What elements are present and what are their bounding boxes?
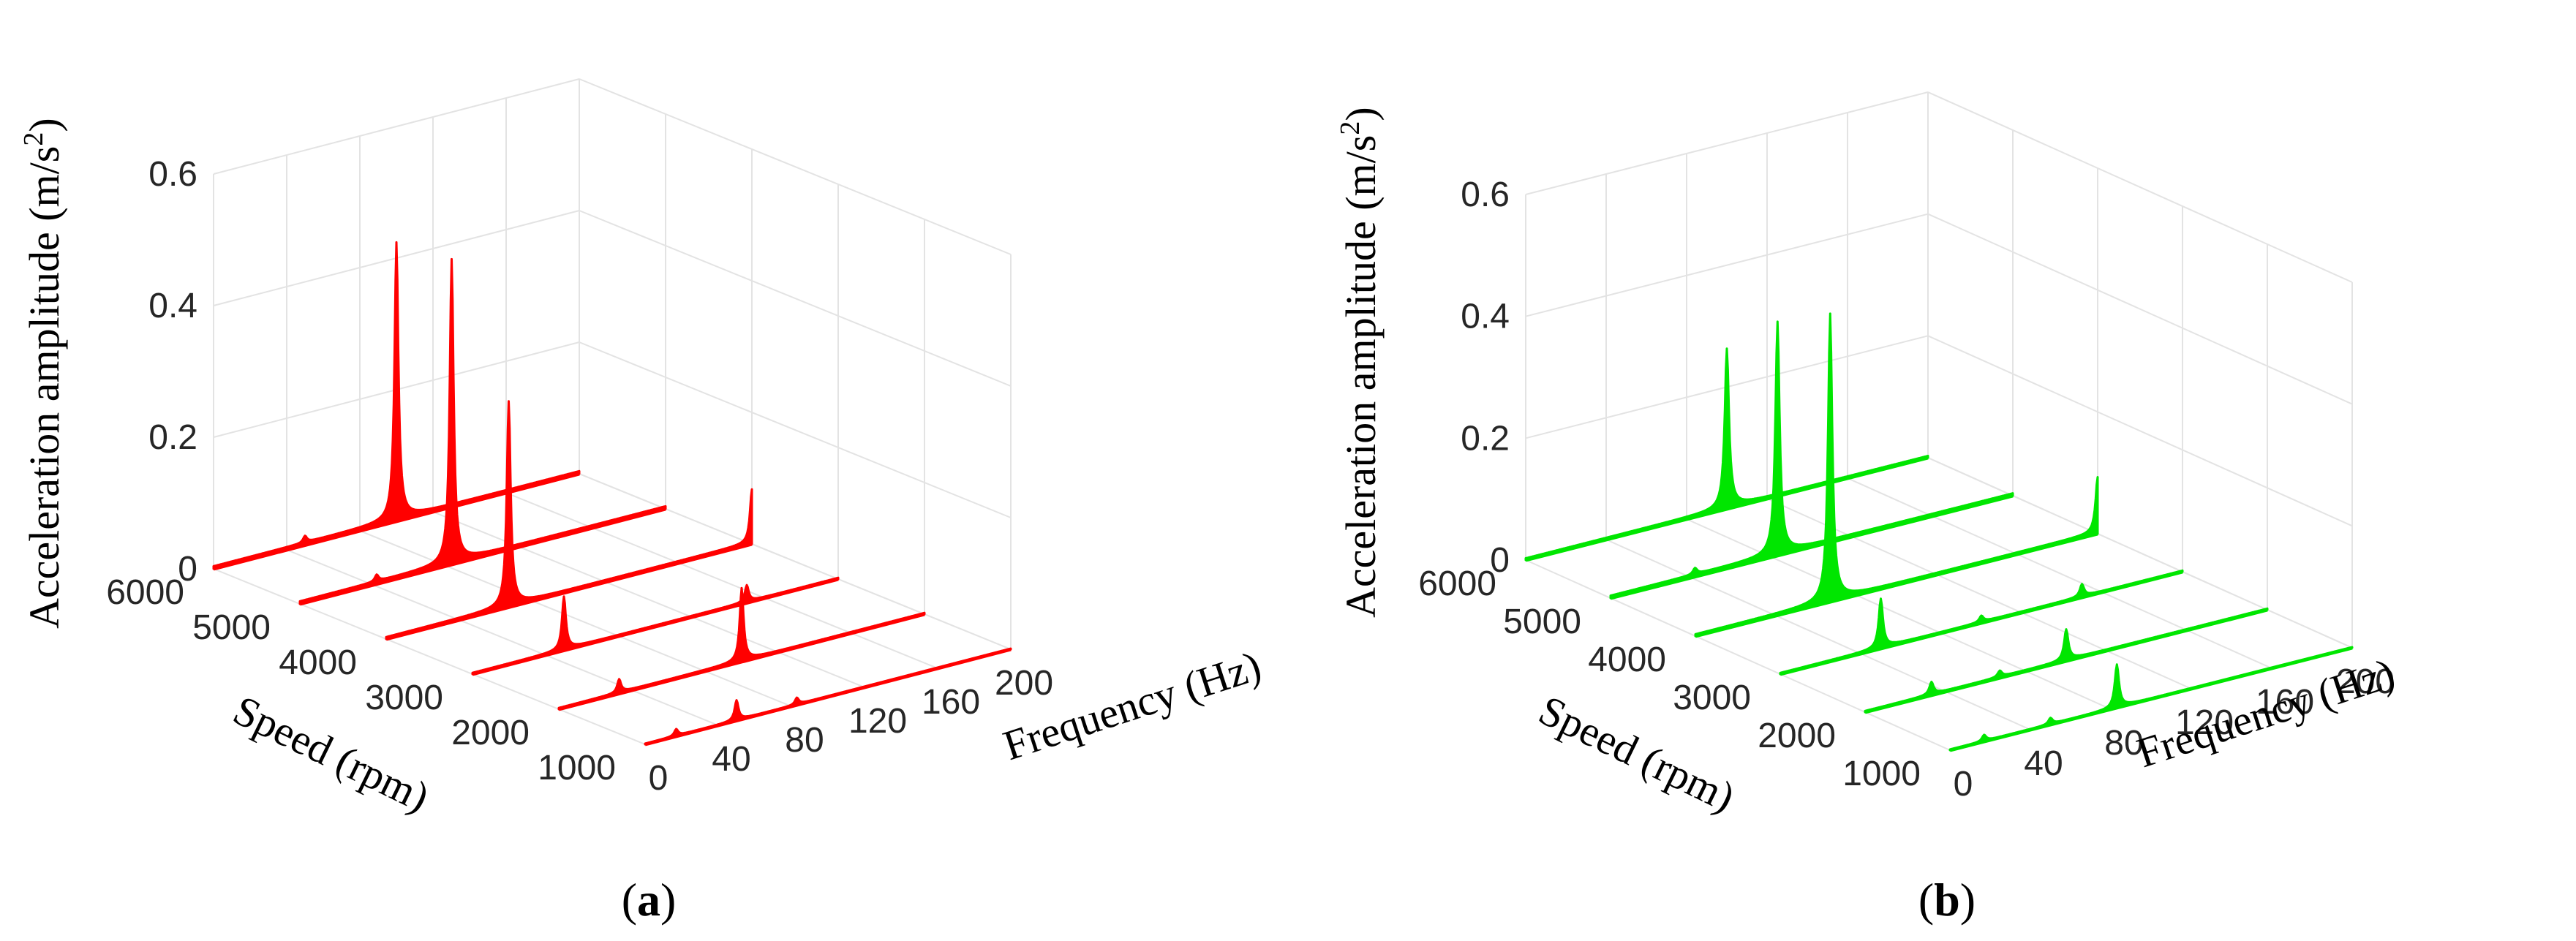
panel-b-frequency-tick-label: 80 — [2104, 724, 2143, 763]
panel-a-gridline-floor-f — [579, 473, 1012, 650]
panel-b-baseline-5000 — [1610, 494, 2014, 600]
panel-a-speed-tick-label: 2000 — [451, 714, 530, 752]
panel-a-gridline-side-z — [579, 78, 1012, 255]
panel-a-baseline-6000 — [213, 472, 580, 571]
panel-a-spectrum-5000 — [298, 257, 667, 605]
panel-a-baseline-4000 — [385, 542, 753, 641]
panel-a-frequency-tick-label: 120 — [848, 702, 907, 741]
panel-a-speed-tick-label: 3000 — [365, 679, 443, 717]
panel-a-gridline-floor-f — [505, 492, 938, 669]
panel-b-spectrum-5000 — [1609, 320, 2014, 600]
panel-b-z-tick-label: 0 — [1490, 541, 1510, 580]
panel-a-frequency-tick-label: 0 — [649, 759, 669, 798]
panel-b-gridline-floor-f — [1686, 518, 2112, 710]
panel-b-frequency-tick-label: 120 — [2175, 703, 2234, 742]
panel-a-amplitude-axis-label: Acceleration amplitude (m/s2) — [18, 118, 68, 629]
panel-a-spectrum-6000 — [212, 241, 581, 570]
panel-b-frequency-tick-label: 160 — [2256, 683, 2314, 722]
panel-a-z-tick-label: 0.4 — [148, 287, 197, 325]
panel-b-speed-tick-label: 4000 — [1588, 640, 1666, 679]
panel-b-baseline-4000 — [1695, 532, 2098, 638]
panel-b-gridline-back-z — [1525, 213, 1929, 317]
panel-a-z-tick-label: 0 — [178, 550, 197, 589]
panel-a-baseline-1000 — [644, 647, 1012, 747]
panel-b-speed-tick-label: 2000 — [1758, 717, 1836, 755]
panel-a-frequency-tick-label: 80 — [785, 721, 824, 760]
panel-a-gridline-floor-f — [213, 568, 646, 745]
panel-b-frequency-tick-label: 40 — [2024, 744, 2063, 783]
panel-b-gridline-back-z — [1525, 91, 1929, 195]
panel-b-gridline-floor-f — [1605, 539, 2031, 730]
panel-b-caption: (b) — [1918, 874, 1976, 926]
panel-a-z-tick-label: 0.6 — [148, 155, 197, 194]
panel-b-speed-tick-label: 1000 — [1842, 755, 1921, 793]
panel-b-baseline-3000 — [1780, 570, 2183, 676]
panel-b-speed-tick-label: 3000 — [1673, 679, 1751, 717]
panel-b-gridline-side-z — [1927, 213, 2353, 405]
panel-b-gridline-side-z — [1927, 335, 2353, 527]
panel-b-spectrum-4000 — [1694, 312, 2099, 638]
panel-b-amplitude-axis-label: Acceleration amplitude (m/s2) — [1335, 107, 1385, 618]
panel-a-baseline-5000 — [299, 507, 666, 606]
panel-b-z-tick-label: 0.6 — [1461, 175, 1510, 214]
panel-b-frequency-tick-label: 200 — [2336, 662, 2395, 701]
panel-b-gridline-side-z — [1927, 91, 2353, 283]
panel-b-speed-tick-label: 6000 — [1418, 564, 1496, 603]
panel-b-frequency-tick-label: 0 — [1954, 765, 1973, 804]
panel-a-caption: (a) — [622, 874, 677, 926]
panel-a-baseline-3000 — [472, 577, 839, 676]
panel-a-gridline-floor-f — [359, 530, 792, 707]
panel-a-gridline-floor-f — [286, 549, 719, 726]
panel-b-baseline-6000 — [1525, 456, 1929, 562]
panel-a-gridline-back-z — [213, 78, 580, 175]
panel-a-frequency-tick-label: 200 — [995, 664, 1053, 703]
panel-b-z-tick-label: 0.4 — [1461, 298, 1510, 336]
panel-b-baseline-2000 — [1864, 608, 2268, 714]
panel-b-z-tick-label: 0.2 — [1461, 419, 1510, 458]
panel-a-frequency-tick-label: 40 — [712, 740, 750, 779]
panel-b-baseline-1000 — [1949, 646, 2353, 752]
panel-a-gridline-side-z — [579, 210, 1012, 387]
panel-a-speed-tick-label: 6000 — [106, 573, 184, 612]
panel-b-gridline-floor-f — [1927, 457, 2353, 649]
panel-a-speed-tick-label: 4000 — [279, 643, 357, 682]
panel-a-speed-tick-label: 1000 — [538, 749, 616, 787]
panel-b-gridline-floor-f — [1847, 477, 2272, 669]
panel-a-z-tick-label: 0.2 — [148, 418, 197, 457]
panel-a-frequency-tick-label: 160 — [922, 683, 980, 722]
panel-b-speed-tick-label: 5000 — [1503, 602, 1581, 641]
panel-b-gridline-floor-f — [1766, 498, 2192, 689]
panel-a-gridline-side-z — [579, 341, 1012, 518]
panel-a-speed-tick-label: 5000 — [192, 608, 271, 647]
panel-b-gridline-floor-f — [1525, 559, 1951, 751]
panel-a-baseline-2000 — [558, 612, 925, 711]
